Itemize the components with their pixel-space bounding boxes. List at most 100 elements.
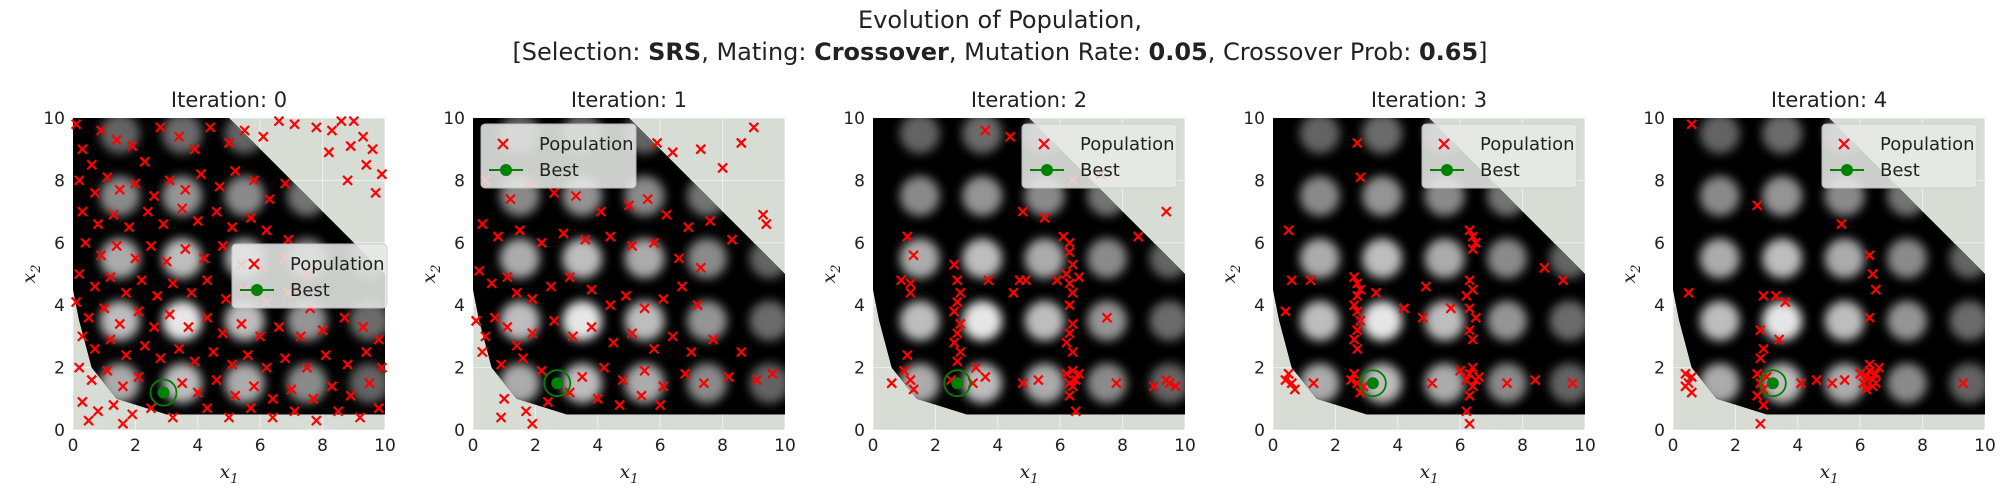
y-tick-label: 10 (43, 109, 65, 129)
population-point (905, 374, 916, 386)
population-point (102, 172, 113, 183)
population-point (527, 418, 538, 430)
population-point (1017, 206, 1029, 217)
population-point (1348, 271, 1360, 283)
population-point (536, 365, 547, 376)
population-point (189, 356, 200, 367)
landscape-peak (1762, 300, 1803, 341)
population-point (1348, 334, 1360, 345)
population-point (1780, 296, 1791, 308)
landscape-peak (624, 363, 665, 404)
population-point (676, 281, 688, 292)
population-point (536, 237, 547, 249)
population-point (1351, 137, 1363, 149)
legend-population-marker (1838, 138, 1850, 150)
population-point (114, 318, 126, 330)
population-point (1957, 377, 1969, 389)
population-point (1148, 381, 1160, 392)
population-point (1064, 246, 1075, 258)
landscape-peak (1549, 363, 1585, 404)
y-tick-label: 0 (854, 421, 865, 441)
population-point (608, 337, 619, 348)
population-point (117, 381, 129, 392)
landscape-peak (1549, 300, 1585, 341)
population-point (757, 209, 769, 220)
population-point (1286, 274, 1297, 286)
population-point (1839, 374, 1850, 386)
population-point (158, 218, 169, 230)
y-tick-label: 2 (854, 359, 865, 379)
population-point (226, 221, 238, 233)
x-axis-label: x1 (1020, 461, 1039, 487)
population-point (77, 331, 88, 342)
landscape-peak (1299, 176, 1340, 216)
population-point (527, 293, 538, 305)
population-point (1686, 118, 1697, 130)
title-text-segment: , Mutation Rate: (948, 38, 1149, 66)
landscape-peak (687, 300, 727, 341)
y-axis-label: x2 (1218, 265, 1244, 284)
population-point (245, 402, 257, 414)
x-tick-label: 8 (717, 436, 728, 456)
population-point (192, 215, 204, 227)
population-point (902, 349, 913, 361)
population-point (1470, 312, 1482, 323)
population-point (1351, 290, 1363, 302)
population-point (723, 371, 735, 383)
population-point (289, 118, 300, 130)
population-point (357, 131, 369, 142)
population-point (279, 352, 291, 364)
landscape-peak (1362, 176, 1403, 216)
population-point (1351, 343, 1363, 355)
population-point (520, 406, 532, 417)
population-point (1351, 278, 1363, 289)
population-point (1348, 299, 1360, 311)
population-point (336, 115, 347, 127)
population-point (261, 225, 272, 236)
legend-best-marker (500, 164, 512, 176)
population-point (1464, 324, 1475, 336)
population-point (127, 409, 138, 420)
population-point (548, 187, 560, 199)
population-point (307, 393, 319, 405)
landscape-peak (1824, 300, 1865, 341)
best-point (1366, 377, 1379, 390)
landscape-peak (962, 238, 1003, 279)
population-point (564, 271, 575, 283)
population-point (105, 334, 116, 345)
landscape-peak (1424, 363, 1465, 404)
subplot-title: Iteration: 3 (1370, 88, 1488, 112)
population-point (1064, 390, 1075, 401)
population-point (133, 306, 144, 317)
population-point (254, 331, 266, 342)
population-point (586, 321, 597, 333)
landscape-peak (1824, 238, 1865, 279)
population-point (1426, 377, 1438, 389)
landscape-peak (749, 300, 785, 341)
population-point (514, 225, 526, 236)
x-tick-label: 10 (1974, 436, 1996, 456)
population-series (886, 125, 1181, 417)
population-point (201, 402, 213, 414)
population-point (545, 281, 557, 292)
population-point (1751, 200, 1763, 211)
population-point (661, 209, 672, 220)
population-point (1470, 237, 1482, 249)
population-point (576, 371, 588, 383)
y-tick-label: 0 (1654, 421, 1665, 441)
population-point (955, 346, 966, 358)
landscape-peak (1824, 363, 1865, 404)
population-point (86, 374, 97, 386)
population-point (651, 137, 663, 149)
population-point (332, 406, 344, 417)
population-point (1073, 271, 1085, 283)
landscape-peak (962, 363, 1003, 404)
population-point (642, 193, 653, 205)
x-axis-label: x1 (620, 461, 639, 487)
population-point (1064, 328, 1075, 339)
population-point (70, 296, 82, 308)
population-point (201, 274, 213, 286)
population-point (361, 346, 372, 358)
